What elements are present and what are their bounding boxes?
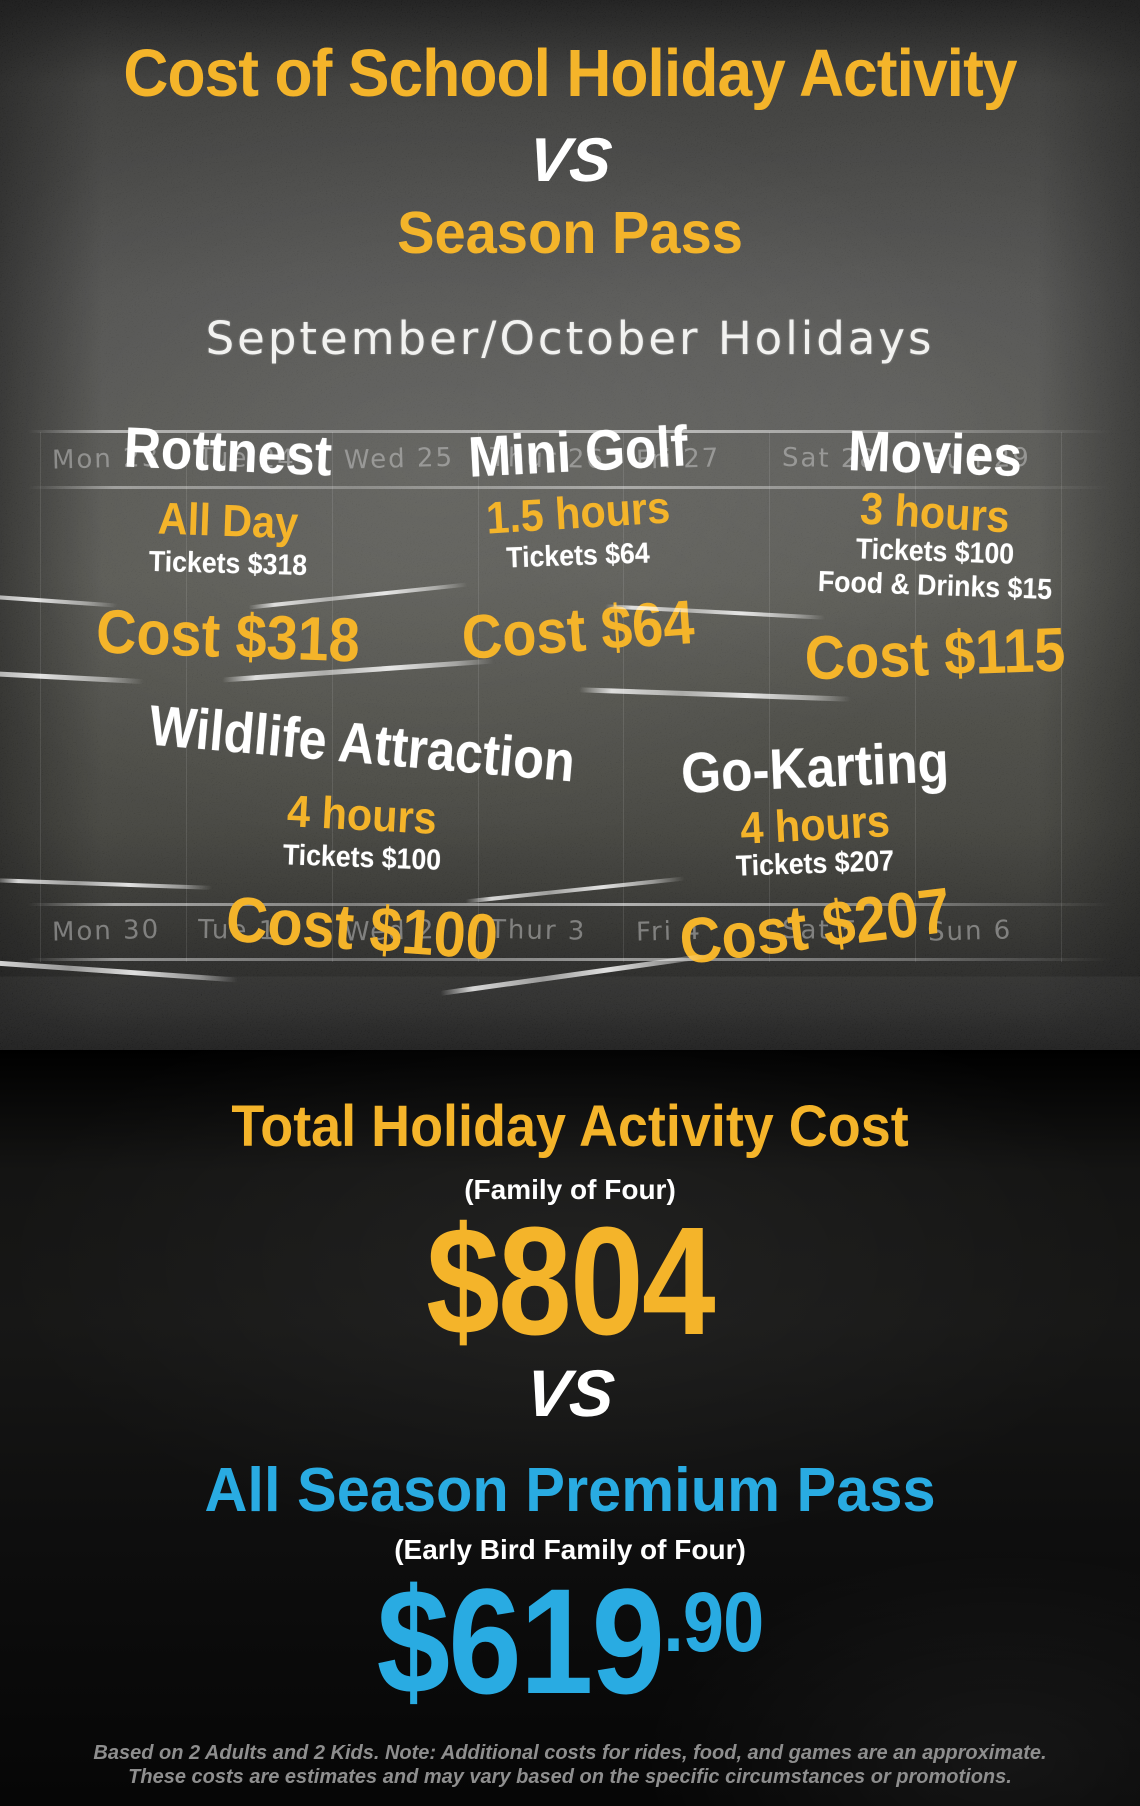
total-cost-heading: Total Holiday Activity Cost xyxy=(231,1094,909,1159)
calendar-day: Sat 5 xyxy=(781,914,860,947)
calendar-day: Thur 3 xyxy=(489,914,587,947)
calendar-day: Sat 28 xyxy=(781,442,879,475)
calendar-day: Tue 24 xyxy=(197,442,297,475)
calendar-column xyxy=(770,432,917,962)
season-pass-note: (Early Bird Family of Four) xyxy=(394,1534,746,1565)
chalk-grid-line xyxy=(28,486,1112,489)
calendar-column xyxy=(916,432,1063,962)
disclaimer-line-1: Based on 2 Adults and 2 Kids. Note: Addi… xyxy=(93,1742,1047,1764)
calendar-week1: Mon 23 Tue 24 Wed 25 Thur 26 Fri 27 Sat … xyxy=(40,442,1062,476)
total-cost-value: $804 xyxy=(426,1195,715,1367)
calendar-column xyxy=(479,432,625,962)
calendar-day: Mon 23 xyxy=(51,442,161,476)
calendar-column xyxy=(40,432,187,962)
chalk-grid-line xyxy=(28,430,1112,433)
calendar-day: Sun 6 xyxy=(927,915,1013,948)
summary-section-background xyxy=(0,1050,1140,1806)
vs-summary-label: VS xyxy=(522,1356,618,1430)
calendar-column xyxy=(333,432,479,962)
page-title: Cost of School Holiday Activity xyxy=(123,36,1017,111)
vs-header-label: VS xyxy=(525,126,616,195)
calendar-day: Fri 4 xyxy=(635,915,703,948)
chalk-grid-line xyxy=(28,903,1112,906)
calendar-day: Tue 1 xyxy=(197,914,278,947)
calendar-day: Wed 2 xyxy=(343,915,436,948)
holiday-period-label: September/October Holidays xyxy=(205,312,935,365)
season-pass-price-dollars: $619 xyxy=(376,1557,665,1725)
disclaimer-line-2: These costs are estimates and may vary b… xyxy=(128,1766,1012,1788)
calendar-column xyxy=(187,432,333,962)
calendar-grid xyxy=(40,432,1063,962)
season-pass-price-cents: .90 xyxy=(663,1575,764,1669)
calendar-day: Thur 26 xyxy=(489,442,606,475)
calendar-day: Mon 30 xyxy=(51,914,161,948)
calendar-day: Wed 25 xyxy=(343,442,455,476)
calendar-day: Sun 29 xyxy=(927,442,1032,476)
season-pass-heading: All Season Premium Pass xyxy=(204,1456,936,1525)
calendar-column xyxy=(624,432,771,962)
total-cost-note: (Family of Four) xyxy=(464,1174,676,1205)
season-pass-subtitle: Season Pass xyxy=(397,200,743,266)
calendar-day: Fri 27 xyxy=(635,443,721,476)
season-pass-price: $619.90 xyxy=(68,1566,1071,1716)
chalk-grid-line xyxy=(28,958,1112,961)
calendar-week2: Mon 30 Tue 1 Wed 2 Thur 3 Fri 4 Sat 5 Su… xyxy=(40,914,1062,948)
